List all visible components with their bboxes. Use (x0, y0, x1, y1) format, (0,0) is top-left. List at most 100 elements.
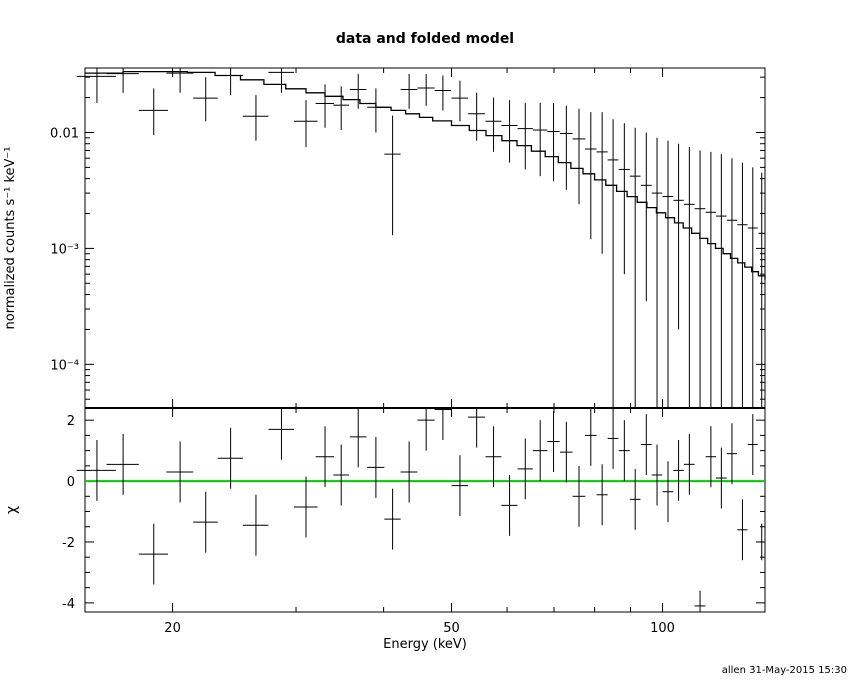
residual-point (106, 433, 139, 495)
residual-point (705, 426, 717, 488)
data-point (662, 140, 674, 408)
x-tick-label: 100 (650, 621, 675, 636)
residual-point (166, 441, 194, 503)
residual-point (716, 447, 727, 509)
data-point (726, 158, 738, 408)
residual-point (417, 408, 435, 451)
data-point (547, 102, 560, 182)
data-point (560, 105, 573, 190)
data-point (485, 97, 502, 152)
top-plot-frame (84, 67, 766, 409)
residual-point (242, 494, 269, 556)
footer-stamp: allen 31-May-2015 15:30 (722, 665, 847, 676)
residual-point (684, 433, 695, 495)
residual-point (618, 420, 630, 482)
residual-point (217, 427, 243, 489)
y-tick-label: 10⁻⁴ (50, 358, 79, 373)
residual-point (333, 444, 349, 506)
residual-point (673, 439, 684, 501)
residual-point (737, 499, 748, 561)
data-point (651, 137, 663, 408)
residual-point (400, 441, 418, 503)
data-point (217, 68, 243, 96)
x-axis-label: Energy (keV) (383, 637, 467, 652)
residual-point (138, 523, 168, 585)
residual-point (596, 464, 608, 526)
residual-point (694, 590, 706, 612)
y-tick-label: 2 (67, 414, 75, 429)
data-point (76, 68, 116, 103)
data-point (629, 127, 641, 408)
data-point (737, 162, 748, 408)
data-point (293, 100, 318, 147)
residual-point (517, 438, 533, 500)
data-point (451, 80, 469, 122)
data-point (268, 68, 294, 93)
residual-point (367, 436, 385, 498)
residual-point (651, 444, 663, 506)
residual-point (640, 414, 652, 475)
residual-point (384, 488, 401, 550)
y-tick-label: -4 (62, 597, 75, 612)
residual-point (747, 414, 758, 475)
residual-point (607, 408, 619, 469)
data-point (517, 102, 533, 170)
data-point (584, 112, 597, 240)
data-point (501, 100, 518, 163)
data-point (367, 88, 385, 133)
data-point (596, 112, 608, 254)
data-point (607, 119, 619, 408)
data-point (673, 143, 684, 330)
data-point (193, 77, 218, 122)
data-point (618, 123, 630, 275)
data-point (417, 73, 435, 106)
residual-point (434, 408, 451, 440)
data-point (333, 86, 349, 131)
residual-point (349, 408, 367, 468)
residual-point (193, 491, 218, 553)
data-point (315, 84, 335, 128)
y-tick-label: 10⁻³ (50, 242, 79, 257)
residual-point (76, 439, 116, 501)
data-point (384, 115, 401, 236)
residual-point (547, 411, 560, 472)
model-step-line (85, 70, 766, 280)
data-point (640, 132, 652, 302)
bottom-y-axis-label: χ (4, 506, 20, 514)
residual-point (584, 408, 597, 466)
residual-point (560, 421, 573, 483)
residual-point (293, 476, 318, 538)
residual-point (662, 461, 674, 523)
chart-title: data and folded model (336, 31, 514, 47)
data-point (758, 172, 765, 408)
residual-point (268, 408, 294, 460)
y-tick-label: 0 (67, 475, 75, 490)
y-tick-label: 0.01 (50, 126, 79, 141)
data-point (166, 68, 194, 93)
residual-point (468, 408, 485, 448)
data-point (468, 92, 485, 141)
top-panel: 0.01 10⁻³ 10⁻⁴ normalized counts s⁻¹ keV⁻¹ (3, 67, 766, 612)
residual-point (451, 455, 469, 517)
data-point (572, 108, 586, 205)
data-point (434, 75, 451, 111)
residual-point (485, 426, 502, 488)
x-tick-label: 20 (164, 621, 181, 636)
data-point (349, 73, 367, 109)
data-point (106, 68, 139, 93)
data-point (747, 167, 758, 408)
x-tick-label: 50 (443, 621, 460, 636)
data-point (705, 151, 717, 408)
data-point (138, 88, 168, 136)
residual-point (315, 426, 335, 488)
data-point (694, 150, 706, 408)
residual-point (501, 474, 518, 536)
top-y-axis-label: normalized counts s⁻¹ keV⁻¹ (3, 147, 18, 330)
data-point (242, 95, 269, 141)
data-point (716, 154, 727, 408)
data-point (532, 102, 548, 177)
residual-point (758, 523, 765, 561)
residual-point (572, 465, 586, 527)
